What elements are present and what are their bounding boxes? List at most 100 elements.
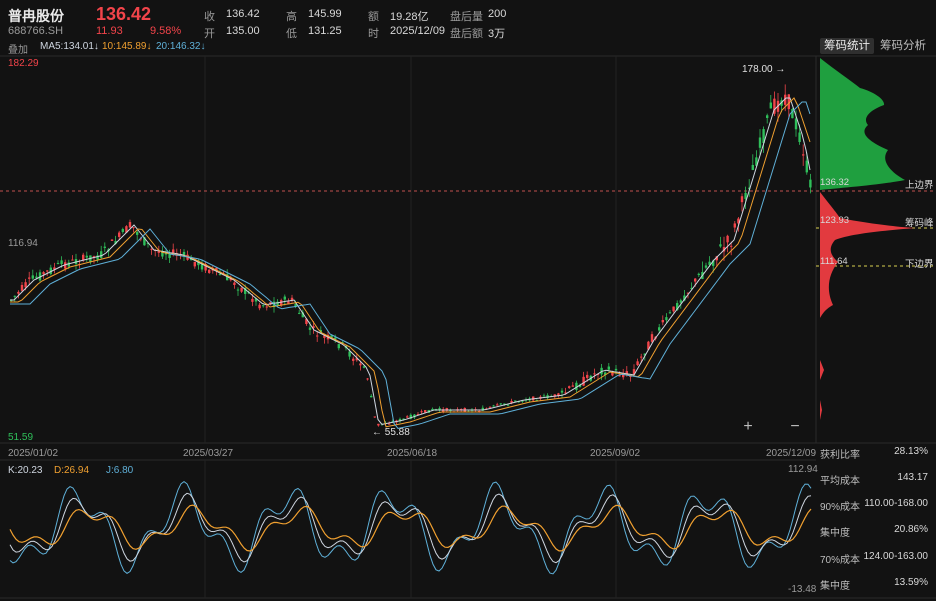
- candle-body: [226, 274, 229, 281]
- candle-body: [690, 287, 693, 289]
- stat-label-profit-ratio: 获利比率: [820, 450, 860, 461]
- date-label-4: 2025/09/02: [590, 448, 641, 459]
- after-volume-value: 200: [488, 8, 507, 20]
- candle-body: [31, 275, 34, 279]
- after-amount-label: 盘后额: [450, 28, 483, 40]
- high-annotation-value: 178.00: [742, 64, 773, 75]
- zoom-in-button[interactable]: +: [743, 418, 753, 435]
- candle-body: [460, 408, 463, 410]
- candle-body: [506, 404, 510, 406]
- candle-body: [431, 408, 434, 411]
- candle-body: [114, 240, 117, 244]
- candle-body: [20, 284, 24, 291]
- low-annotation-value: 55.88: [384, 427, 410, 438]
- close-value: 136.42: [226, 8, 260, 20]
- date-label-5: 2025/12/09: [766, 448, 817, 459]
- candle-body: [409, 414, 412, 419]
- date-label-2: 2025/03/27: [183, 448, 234, 459]
- candle-body: [334, 337, 337, 340]
- ma10-legend: 10:145.89↓: [102, 41, 152, 52]
- overlay-button[interactable]: 叠加: [8, 45, 28, 56]
- low-label: 低: [286, 28, 297, 40]
- candle-body: [308, 327, 312, 330]
- low-annotation: ← 55.88: [372, 427, 410, 438]
- kdj-k-line: [9, 492, 812, 564]
- candle-body: [488, 406, 492, 408]
- candle-body: [204, 263, 207, 271]
- high-label: 高: [286, 11, 297, 23]
- candle-body: [762, 129, 765, 144]
- candle-body: [611, 372, 614, 376]
- candle-body: [391, 420, 394, 422]
- ma5-line: [10, 97, 811, 425]
- candle-body: [71, 259, 74, 261]
- candle-body: [571, 385, 574, 387]
- candle-body: [578, 384, 582, 387]
- candle-body: [722, 247, 726, 252]
- candle-body: [708, 261, 711, 265]
- candle-body: [438, 408, 441, 411]
- candle-body: [737, 218, 740, 224]
- chip-lower-value: 111.64: [820, 256, 848, 267]
- price-change-pct: 9.58%: [150, 25, 182, 37]
- after-volume-label: 盘后量: [450, 11, 483, 23]
- kdj-axis-max: 112.94: [788, 464, 818, 475]
- kdj-d-legend: D:26.94: [54, 465, 90, 476]
- candle-body: [683, 295, 686, 301]
- candle-body: [254, 298, 258, 302]
- candle-body: [301, 312, 304, 318]
- candle-body: [49, 267, 52, 275]
- chip-lower-label: 下边界: [905, 259, 934, 270]
- axis-mid-label: 116.94: [8, 238, 38, 249]
- candle-body: [42, 272, 45, 275]
- candle-body: [146, 242, 150, 245]
- chip-profit-area: [820, 58, 905, 190]
- amount-label: 额: [368, 11, 379, 23]
- high-value: 145.99: [308, 8, 342, 20]
- candle-body: [85, 255, 88, 258]
- candle-body: [92, 256, 96, 258]
- chip-peak-value: 123.93: [820, 215, 850, 226]
- candle-body: [17, 291, 20, 294]
- candle-body: [290, 297, 294, 301]
- candle-body: [355, 358, 358, 361]
- candle-body: [496, 404, 499, 406]
- candle-body: [676, 303, 679, 310]
- zoom-out-button[interactable]: −: [790, 418, 800, 435]
- stat-value-70-cost: 124.00-163.00: [863, 551, 928, 562]
- time-value: 2025/12/09: [390, 25, 446, 37]
- candle-body: [150, 248, 153, 250]
- candle-body: [614, 368, 618, 371]
- stat-label-concentration-90: 集中度: [820, 528, 850, 539]
- candle-body: [352, 358, 355, 361]
- close-label: 收: [204, 11, 215, 23]
- candle-body: [132, 227, 135, 229]
- candle-body: [719, 244, 722, 247]
- candle-body: [499, 403, 502, 405]
- candle-body: [359, 363, 362, 366]
- candle-body: [712, 260, 715, 266]
- candle-body: [125, 226, 128, 233]
- candle-body: [553, 394, 556, 397]
- tab-chip-analysis[interactable]: 筹码分析: [880, 40, 926, 52]
- candle-body: [157, 251, 160, 253]
- candle-body: [24, 282, 27, 288]
- candle-body: [38, 272, 42, 281]
- open-label: 开: [204, 28, 215, 40]
- candle-body: [740, 196, 744, 203]
- stat-value-concentration-70: 13.59%: [894, 577, 928, 588]
- candle-body: [535, 399, 538, 401]
- candle-body: [337, 344, 340, 349]
- kdj-j-line: [9, 480, 812, 575]
- candle-body: [805, 160, 808, 173]
- candle-body: [13, 295, 16, 297]
- chip-current-price: 136.32: [820, 177, 850, 188]
- tab-chip-stats[interactable]: 筹码统计: [820, 38, 874, 54]
- amount-value: 19.28亿: [390, 11, 429, 23]
- candle-body: [622, 373, 625, 378]
- axis-max-label: 182.29: [8, 58, 39, 69]
- stat-value-90-cost: 110.00-168.00: [864, 498, 928, 509]
- candle-body: [402, 418, 405, 420]
- candle-body: [449, 410, 452, 412]
